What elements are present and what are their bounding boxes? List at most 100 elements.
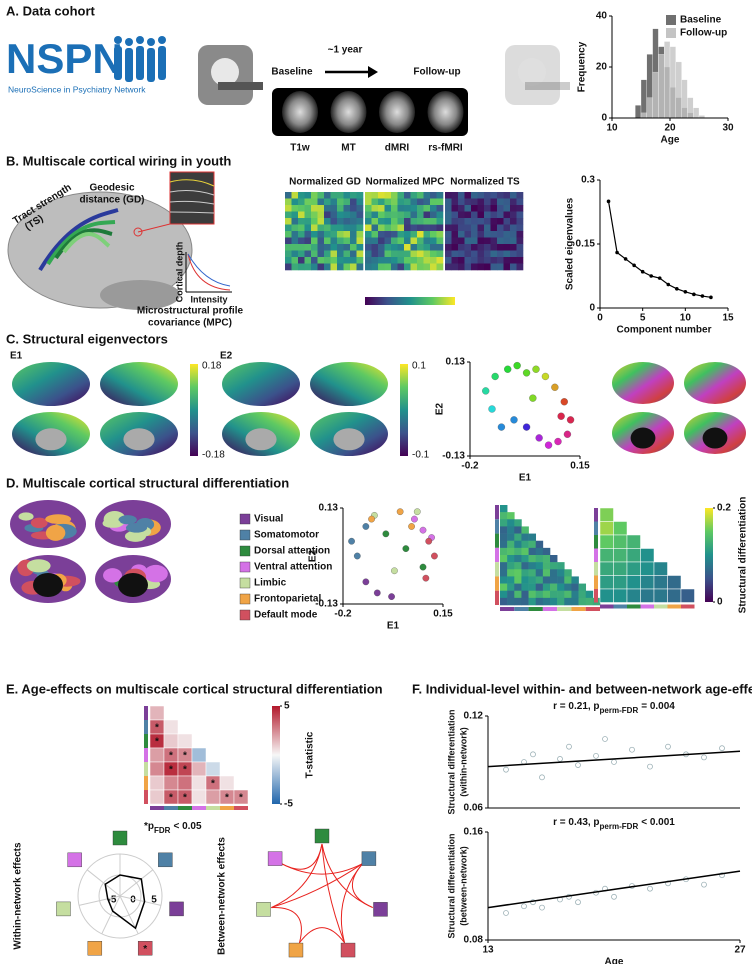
x-tick-label: -0.2 — [461, 461, 479, 472]
matrix-cell — [378, 205, 385, 212]
heatmap-cell — [613, 534, 628, 549]
matrix-cell — [503, 231, 511, 238]
matrix-cell — [557, 576, 565, 584]
medial-wall — [33, 573, 63, 597]
network-node — [56, 901, 71, 917]
matrix-cell — [317, 211, 325, 219]
matrix-cell — [330, 250, 338, 258]
matrix-cell — [516, 224, 524, 232]
matrix-cell — [500, 519, 508, 527]
network-strip — [542, 607, 558, 611]
matrix-cell — [384, 198, 392, 206]
point — [388, 593, 395, 600]
heatmap-cell — [680, 588, 695, 603]
x-tick-label: 20 — [664, 123, 676, 134]
matrix-cell — [500, 597, 508, 606]
brain-surface — [7, 191, 193, 309]
matrix-cell — [423, 244, 431, 251]
point — [491, 372, 499, 381]
matrix-cell — [471, 192, 478, 199]
matrix-cell — [542, 590, 551, 599]
matrix-cell — [507, 569, 515, 577]
heatmap-cell — [640, 561, 655, 576]
matrix-title: Normalized TS — [450, 177, 520, 188]
matrix-cell — [311, 192, 318, 199]
annotation: r = 0.21, pperm-FDR = 0.004 — [553, 701, 675, 715]
matrix-cell — [298, 231, 305, 238]
network-strip — [654, 604, 668, 609]
matrix-cell — [298, 244, 305, 251]
heatmap-cell — [640, 588, 655, 603]
colorbar-tick-label: -5 — [284, 799, 293, 810]
matrix-cell — [350, 257, 357, 264]
matrix-cell — [514, 576, 522, 584]
modality-label: rs-fMRI — [428, 143, 463, 154]
histogram-bar — [669, 46, 676, 119]
matrix-cell — [350, 218, 357, 225]
note: *pFDR < 0.05 — [144, 821, 202, 835]
matrix-cell — [291, 263, 299, 271]
matrix-cell — [445, 205, 452, 212]
radar-tick-label: 0 — [130, 895, 136, 906]
y-tick-label: 40 — [596, 11, 608, 22]
matrix-cell — [458, 250, 465, 258]
matrix-cell — [285, 237, 292, 245]
matrix-cell — [417, 198, 424, 206]
matrix-cell — [507, 519, 515, 527]
network-strip — [594, 535, 598, 549]
matrix-cell — [528, 569, 537, 577]
significance-marker: * — [239, 792, 243, 803]
heatmap-cell — [149, 789, 165, 805]
matrix-cell — [471, 257, 478, 264]
matrix-cell — [507, 590, 515, 599]
matrix-cell — [542, 555, 551, 563]
matrix-cell — [497, 250, 504, 258]
point — [647, 885, 653, 892]
network-strip — [557, 607, 572, 611]
profile-line — [169, 179, 215, 187]
matrix-cell — [317, 263, 325, 271]
matrix-cell — [365, 250, 372, 258]
y-axis-label: (between-network) — [458, 846, 468, 926]
matrix-cell — [430, 244, 437, 251]
matrix-cell — [356, 250, 364, 258]
network-node — [87, 941, 103, 956]
matrix-cell — [356, 218, 364, 225]
matrix-cell — [500, 505, 508, 513]
matrix-cell — [458, 192, 465, 199]
medial-wall — [245, 428, 277, 451]
matrix-cell — [477, 192, 485, 199]
matrix-cell — [350, 231, 357, 238]
matrix-cell — [371, 205, 379, 212]
network-node — [373, 902, 388, 917]
matrix-cell — [384, 224, 392, 232]
matrix-cell — [507, 512, 515, 520]
matrix-cell — [291, 231, 299, 238]
matrix-cell — [343, 205, 351, 212]
annotation-part: < 0.001 — [641, 817, 675, 828]
diagram-label: Microstructural profile — [137, 306, 244, 317]
matrix-cell — [514, 583, 522, 592]
matrix-cell — [410, 224, 418, 232]
matrix-cell — [550, 562, 558, 570]
heatmap-cell — [599, 588, 614, 603]
matrix-cell — [436, 218, 444, 225]
scanner-bore — [518, 58, 546, 86]
network-node — [169, 901, 184, 917]
matrix-cell — [285, 263, 292, 271]
matrix-cell — [397, 231, 405, 238]
matrix-cell — [404, 205, 411, 212]
matrix-cell — [410, 192, 418, 199]
matrix-cell — [391, 263, 398, 271]
matrix-cell — [510, 257, 517, 264]
logo-person — [158, 36, 166, 44]
matrix-cell — [484, 231, 491, 238]
matrix-cell — [311, 237, 318, 245]
matrix-cell — [471, 224, 478, 232]
matrix-cell — [423, 192, 431, 199]
y-axis-label: Structural differentiation — [446, 833, 456, 938]
matrix-cell — [285, 205, 292, 212]
scanner-table — [525, 82, 570, 90]
matrix-cell — [384, 257, 392, 264]
matrix-cell — [350, 237, 357, 245]
